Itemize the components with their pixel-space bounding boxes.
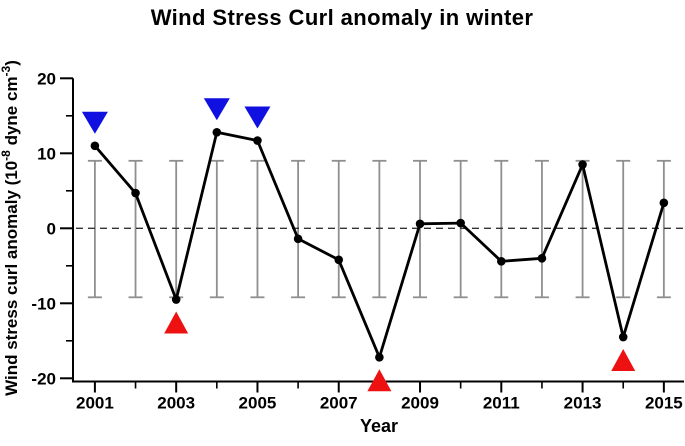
data-point (497, 257, 506, 266)
x-axis-title: Year (360, 416, 398, 436)
data-point (537, 253, 547, 263)
y-tick-label: 10 (37, 144, 56, 163)
x-tick-label: 2007 (320, 394, 358, 413)
data-point (659, 198, 669, 208)
data-point (212, 128, 222, 137)
error-bar (209, 159, 224, 299)
y-axis-title: Wind stress curl anomaly (10-8 dyne cm-3… (0, 60, 21, 396)
error-bar (413, 159, 428, 299)
error-bar (534, 159, 549, 299)
data-point (293, 234, 303, 244)
red-up-triangle (164, 311, 189, 334)
chart-plot-area: 20 10 0 -10 -20 2001 2003 2005 2007 2009 2011 2013 2… (0, 60, 684, 413)
error-bar (453, 159, 468, 299)
data-point (334, 255, 344, 265)
error-bar (656, 159, 671, 299)
data-point (171, 295, 181, 304)
data-point (90, 141, 100, 151)
x-tick-label: 2001 (76, 394, 114, 413)
error-bar (128, 159, 143, 299)
data-point (375, 353, 384, 362)
data-point (415, 219, 425, 229)
blue-down-triangle (81, 111, 108, 134)
x-tick-label: 2003 (157, 394, 195, 413)
red-up-triangle (367, 369, 392, 392)
data-point (131, 188, 140, 198)
y-tick-label: -20 (31, 369, 56, 388)
y-tick-label: -10 (31, 294, 56, 313)
error-bar (291, 159, 306, 299)
x-tick-label: 2005 (239, 394, 277, 413)
error-bar (616, 159, 631, 299)
x-tick-label: 2013 (564, 394, 602, 413)
data-point (456, 218, 465, 228)
blue-down-triangle (244, 106, 271, 129)
data-point (253, 136, 262, 145)
chart-title: Wind Stress Curl anomaly in winter (151, 5, 534, 30)
y-tick-label: 20 (37, 69, 56, 88)
error-bar (87, 159, 102, 299)
error-bar (250, 159, 265, 299)
error-bar (331, 159, 346, 299)
y-tick-label: 0 (47, 219, 56, 238)
red-up-triangle (611, 349, 636, 372)
data-point (578, 160, 587, 169)
blue-down-triangle (203, 98, 230, 121)
x-tick-label: 2015 (645, 394, 683, 413)
x-tick-label: 2011 (483, 394, 520, 413)
error-bar (494, 159, 509, 299)
x-tick-label: 2009 (401, 394, 439, 413)
data-point (618, 332, 628, 342)
error-bar (372, 159, 387, 299)
